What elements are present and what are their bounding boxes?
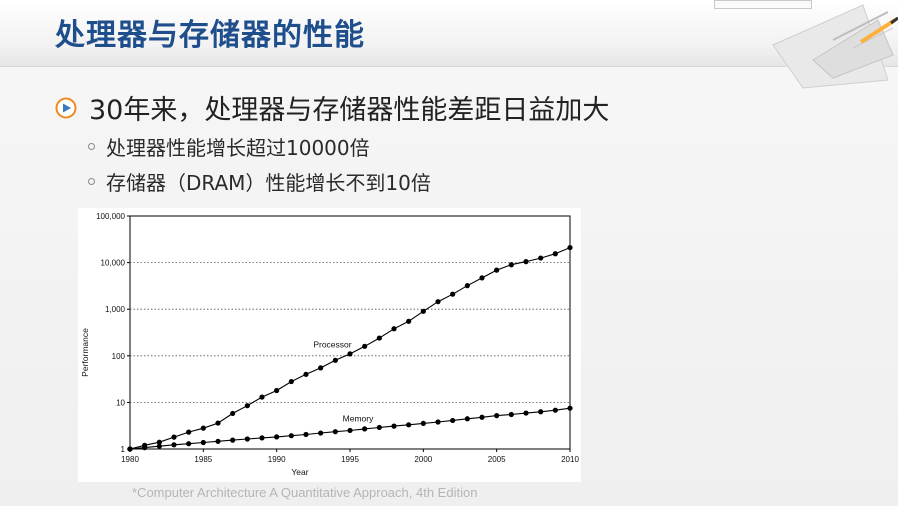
sub-bullet: 处理器性能增长超过10000倍	[88, 132, 370, 161]
data-point-processor	[318, 365, 324, 371]
data-point-processor	[303, 371, 309, 377]
y-tick-label: 10,000	[101, 259, 126, 268]
slide-title: 处理器与存储器的性能	[55, 18, 365, 53]
data-point-processor	[230, 410, 236, 417]
data-point-processor	[450, 291, 456, 297]
data-point-processor	[508, 262, 514, 268]
data-point-memory	[318, 430, 324, 436]
ruler-pencil-decoration	[772, 4, 898, 89]
data-point-processor	[435, 299, 441, 305]
x-axis-label: Year	[291, 467, 308, 477]
data-point-memory	[259, 435, 265, 441]
data-point-memory	[391, 423, 397, 429]
data-point-processor	[156, 439, 162, 445]
data-point-memory	[479, 414, 485, 420]
data-point-memory	[376, 424, 382, 431]
sub-bullet: 存储器（DRAM）性能增长不到10倍	[88, 167, 431, 196]
title-bar: 处理器与存储器的性能	[0, 0, 898, 67]
main-bullet: 30年来，处理器与存储器性能差距日益加大	[55, 88, 609, 127]
data-point-memory	[288, 433, 294, 439]
data-point-memory	[435, 419, 441, 425]
data-point-processor	[406, 318, 412, 324]
y-tick-label: 10	[116, 398, 125, 407]
series-label: Processor	[313, 340, 351, 350]
data-point-memory	[567, 405, 573, 411]
data-point-processor	[376, 335, 382, 341]
data-point-memory	[215, 438, 221, 444]
data-point-processor	[479, 275, 485, 281]
data-point-memory	[332, 429, 338, 435]
main-bullet-text: 30年来，处理器与存储器性能差距日益加大	[89, 95, 610, 126]
data-point-memory	[494, 413, 500, 419]
data-point-processor	[494, 267, 500, 273]
play-bullet-icon	[55, 97, 77, 118]
data-point-memory	[244, 436, 250, 442]
data-point-memory	[508, 411, 514, 418]
data-point-memory	[171, 442, 177, 448]
y-tick-label: 1	[121, 445, 126, 454]
data-point-memory	[523, 410, 529, 416]
data-point-processor	[538, 255, 544, 261]
sub-bullet-text: 处理器性能增长超过10000倍	[106, 136, 370, 160]
data-point-processor	[244, 403, 250, 409]
data-point-processor	[391, 326, 397, 332]
chart-container: 1 10 100 1,000 10,000 100,000 1980 1985 1990 1995…	[78, 208, 581, 482]
data-point-memory	[347, 427, 353, 434]
x-tick-label: 1990	[268, 455, 286, 464]
data-point-processor	[215, 420, 221, 426]
data-point-memory	[552, 407, 558, 413]
data-point-memory	[156, 443, 162, 449]
data-point-memory	[420, 420, 426, 426]
y-tick-label: 1,000	[105, 305, 126, 314]
data-point-processor	[464, 283, 470, 289]
data-point-processor	[171, 434, 177, 440]
data-point-processor	[523, 259, 529, 265]
y-axis-label: Performance	[80, 328, 90, 377]
source-caption: *Computer Architecture A Quantitative Ap…	[132, 485, 478, 500]
data-point-memory	[450, 417, 456, 424]
data-point-memory	[464, 416, 470, 422]
data-point-memory	[406, 422, 412, 428]
data-point-processor	[186, 429, 192, 435]
data-point-memory	[186, 441, 192, 447]
data-point-memory	[230, 437, 236, 443]
data-point-processor	[362, 343, 368, 349]
performance-chart: 1 10 100 1,000 10,000 100,000 1980 1985 1990 1995…	[80, 212, 579, 477]
series-label: Memory	[343, 413, 374, 423]
x-tick-label: 2000	[414, 455, 432, 464]
sub-bullet-marker	[88, 178, 95, 185]
data-point-processor	[332, 357, 338, 363]
y-tick-label: 100	[112, 352, 126, 361]
data-point-memory	[538, 409, 544, 415]
data-point-processor	[552, 251, 558, 257]
x-tick-label: 1995	[341, 455, 359, 464]
x-tick-label: 2005	[488, 455, 506, 464]
x-tick-label: 1985	[194, 455, 212, 464]
data-point-memory	[142, 445, 148, 451]
data-point-memory	[362, 426, 368, 432]
data-point-processor	[288, 378, 294, 385]
y-tick-label: 100,000	[96, 212, 125, 221]
data-point-processor	[420, 308, 426, 314]
data-point-processor	[347, 351, 353, 357]
sub-bullet-marker	[88, 143, 95, 150]
x-tick-label: 1980	[121, 455, 139, 464]
data-point-processor	[259, 394, 265, 400]
sub-bullet-text: 存储器（DRAM）性能增长不到10倍	[106, 171, 431, 195]
data-point-processor	[274, 387, 280, 394]
data-point-processor	[200, 425, 206, 431]
data-point-memory	[200, 439, 206, 446]
data-point-processor	[567, 244, 573, 251]
data-point-memory	[274, 434, 280, 440]
data-point-memory	[127, 446, 133, 452]
x-tick-label: 2010	[561, 455, 579, 464]
window-tab[interactable]	[714, 0, 812, 9]
data-point-memory	[303, 431, 309, 438]
